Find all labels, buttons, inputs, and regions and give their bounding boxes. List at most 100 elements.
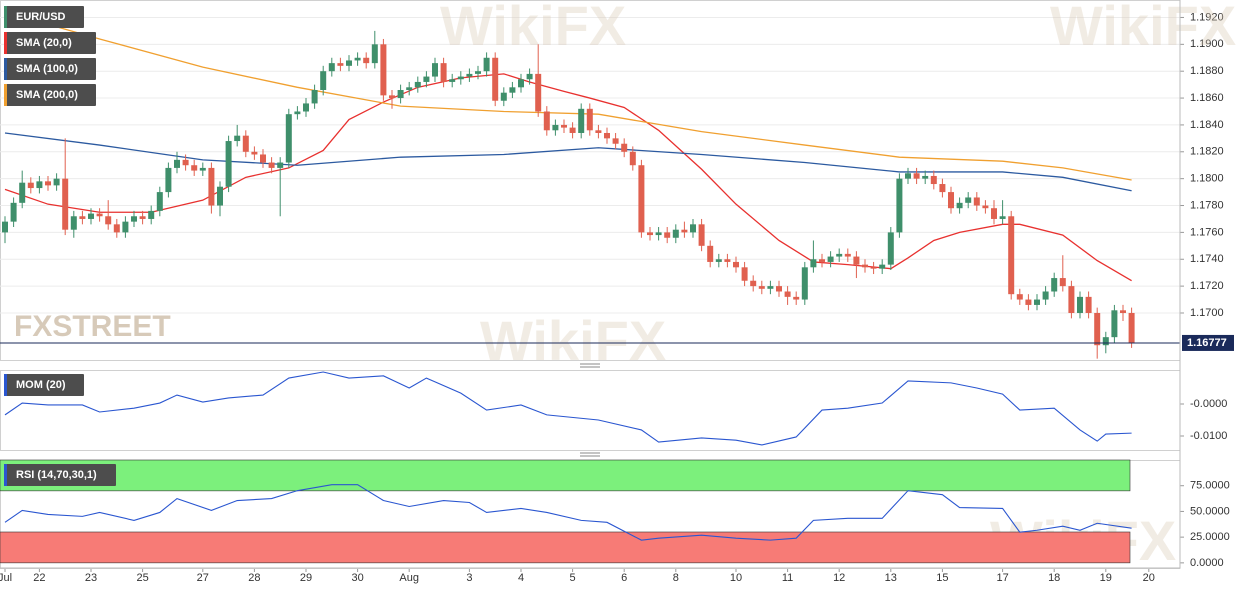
x-tick-label: 10 (730, 572, 742, 584)
x-tick-label: 18 (1048, 572, 1060, 584)
y-tick-label: 0.0000 (1190, 557, 1224, 569)
candle-body (715, 259, 722, 262)
x-tick-label: 22 (33, 572, 45, 584)
last-price-label: 1.16777 (1187, 337, 1227, 349)
legend-box (4, 32, 96, 54)
candle-body (586, 108, 593, 131)
sma-line (4, 132, 1132, 192)
candle-body (767, 286, 774, 289)
candle-body (389, 95, 395, 99)
legend-swatch (4, 32, 7, 54)
last-price-tag (1182, 334, 1234, 351)
zone-band (0, 459, 1131, 492)
legend-label: SMA (200,0) (16, 89, 78, 101)
y-tick-label: 1.1760 (1190, 226, 1224, 238)
candle-body (1085, 296, 1092, 313)
y-tick-label: 1.1880 (1190, 65, 1224, 77)
y-tick-label: 1.1780 (1190, 199, 1224, 211)
candle-body (905, 173, 911, 179)
candle-body (294, 111, 301, 115)
sma-line (4, 73, 1132, 282)
candle-body (690, 224, 696, 233)
candle-body (311, 90, 318, 104)
candle-body (148, 210, 155, 219)
candle-body (457, 76, 464, 80)
x-tick-label: 25 (136, 572, 148, 584)
candle-body (1128, 312, 1135, 343)
indicator-line (4, 484, 1132, 541)
candle-body (604, 132, 610, 139)
candle-body (1051, 278, 1058, 292)
candle-body (1025, 299, 1032, 305)
y-tick-label: 1.1720 (1190, 280, 1224, 292)
candle-body (1077, 296, 1083, 313)
candle-body (578, 108, 585, 133)
candle-body (45, 181, 51, 186)
candle-body (19, 182, 26, 203)
candle-body (862, 264, 868, 268)
sma-line (4, 11, 1132, 181)
candle-body (836, 253, 843, 257)
y-tick-label: 1.1740 (1190, 253, 1224, 265)
candle-body (758, 286, 765, 289)
candle-body (569, 127, 576, 133)
candle-body (440, 63, 447, 82)
candle-body (1034, 299, 1040, 305)
candle-body (870, 267, 877, 269)
candle-body (354, 57, 361, 61)
candle-body (913, 173, 920, 179)
candle-body (337, 63, 344, 66)
candle-body (285, 114, 292, 163)
candle-body (853, 256, 860, 265)
candle-body (242, 135, 249, 152)
candle-body (139, 216, 146, 219)
candle-body (1102, 337, 1109, 346)
y-tick-label: 1.1840 (1190, 119, 1224, 131)
candle-body (449, 79, 456, 82)
candle-body (827, 256, 834, 262)
x-tick-label: 12 (833, 572, 845, 584)
candle-body (991, 208, 997, 219)
candle-body (724, 259, 731, 262)
candle-body (672, 229, 679, 238)
candle-body (1094, 312, 1101, 346)
candle-body (156, 192, 163, 211)
candle-body (1016, 294, 1023, 300)
candle-body (741, 267, 748, 281)
candle-body (922, 175, 929, 179)
legend-swatch (4, 84, 7, 106)
candle-body (500, 92, 507, 101)
candle-body (629, 151, 636, 166)
candle-body (647, 232, 653, 236)
candle-body (380, 44, 387, 96)
candle-body (260, 154, 266, 163)
candle-body (1059, 278, 1066, 287)
candle-body (543, 111, 550, 131)
legend-box (4, 464, 116, 486)
candle-body (105, 216, 112, 225)
y-tick-label: 1.1800 (1190, 173, 1224, 185)
candle-body (88, 213, 94, 219)
candle-body (982, 205, 989, 209)
candle-body (681, 229, 688, 233)
candle-body (638, 165, 645, 233)
x-tick-label: 15 (936, 572, 948, 584)
candle-body (251, 151, 258, 155)
candle-body (939, 184, 946, 193)
candle-body (948, 192, 954, 209)
candle-body (956, 202, 963, 209)
candle-body (698, 224, 705, 246)
candle-body (432, 63, 438, 77)
candle-body (483, 57, 490, 72)
candle-body (475, 71, 481, 74)
x-tick-label: 30 (351, 572, 363, 584)
candle-body (268, 162, 275, 168)
candle-body (1008, 216, 1015, 295)
candle-body (655, 232, 662, 236)
legend-label: EUR/USD (16, 11, 66, 23)
candle-body (1068, 286, 1075, 313)
candle-body (208, 167, 215, 206)
candle-body (518, 79, 524, 88)
candle-body (199, 167, 206, 171)
